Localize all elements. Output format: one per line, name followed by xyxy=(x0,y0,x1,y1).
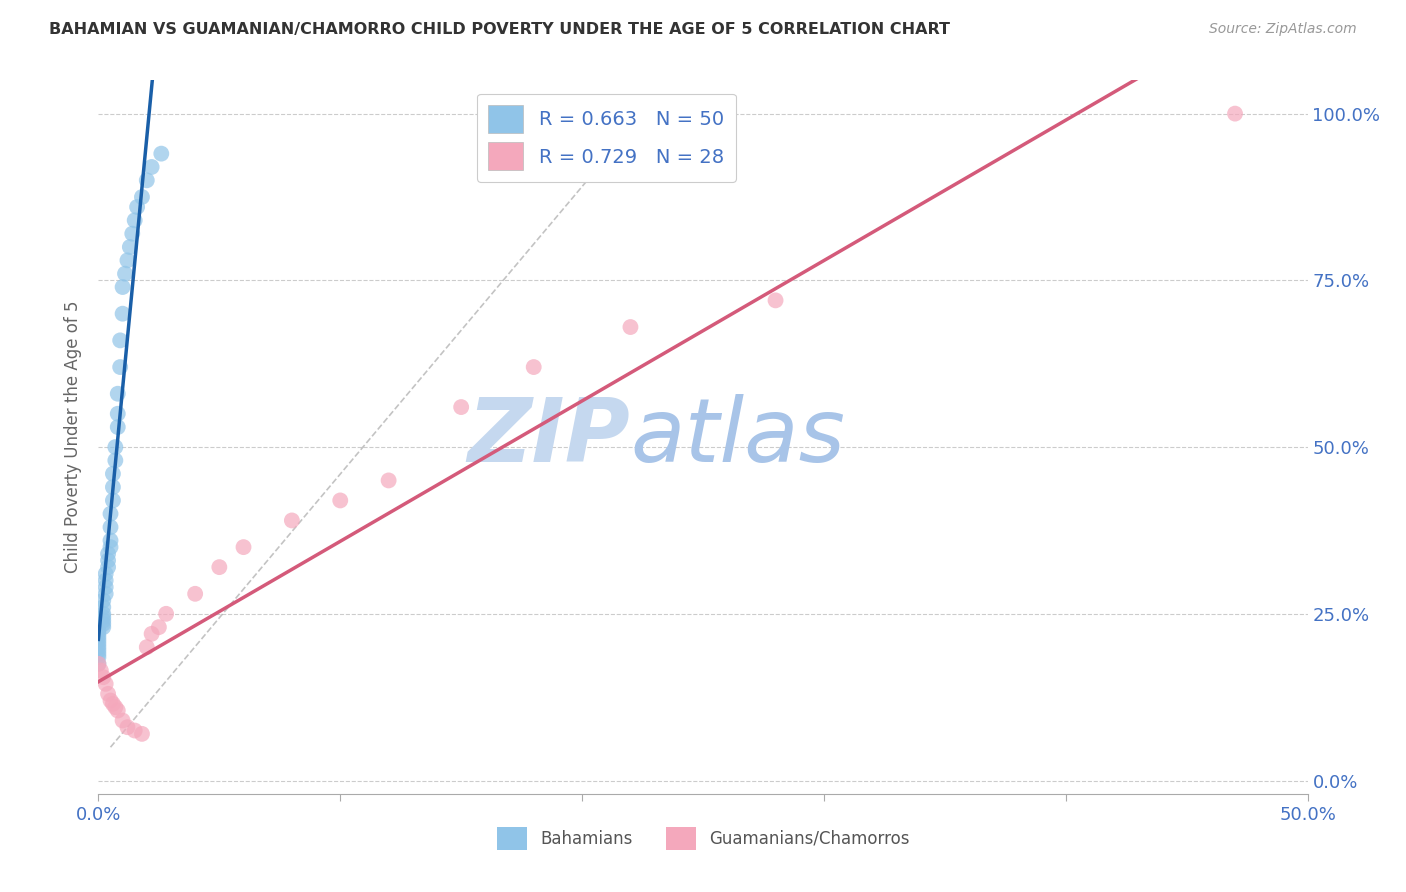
Point xyxy=(90,664,112,678)
Point xyxy=(281,513,304,527)
Point xyxy=(141,627,163,641)
Point xyxy=(100,693,122,707)
Text: ZIP: ZIP xyxy=(468,393,630,481)
Point xyxy=(94,587,117,601)
Point xyxy=(87,627,110,641)
Point xyxy=(117,253,139,268)
Point xyxy=(107,704,129,718)
Point xyxy=(87,637,110,651)
Point xyxy=(100,520,122,534)
Point xyxy=(91,620,114,634)
Text: BAHAMIAN VS GUAMANIAN/CHAMORRO CHILD POVERTY UNDER THE AGE OF 5 CORRELATION CHAR: BAHAMIAN VS GUAMANIAN/CHAMORRO CHILD POV… xyxy=(49,22,950,37)
Point xyxy=(101,697,124,711)
Point xyxy=(97,687,120,701)
Point xyxy=(107,420,129,434)
Point xyxy=(184,587,207,601)
Point xyxy=(87,657,110,671)
Point xyxy=(87,647,110,661)
Point xyxy=(87,640,110,655)
Point xyxy=(111,280,134,294)
Point xyxy=(97,553,120,567)
Point xyxy=(377,474,399,488)
Point xyxy=(1223,106,1246,120)
Point xyxy=(150,146,173,161)
Point xyxy=(127,200,149,214)
Point xyxy=(87,624,110,638)
Point xyxy=(101,467,124,481)
Point xyxy=(135,173,157,187)
Point xyxy=(97,560,120,574)
Point xyxy=(91,607,114,621)
Point xyxy=(232,540,254,554)
Point xyxy=(101,480,124,494)
Point xyxy=(100,533,122,548)
Point xyxy=(131,190,153,204)
Point xyxy=(117,720,139,734)
Point xyxy=(87,630,110,644)
Point xyxy=(94,677,117,691)
Point xyxy=(148,620,170,634)
Point xyxy=(114,267,136,281)
Point xyxy=(97,547,120,561)
Point xyxy=(91,616,114,631)
Point xyxy=(131,727,153,741)
Point xyxy=(91,614,114,628)
Point xyxy=(91,600,114,615)
Legend: Bahamians, Guamanians/Chamorros: Bahamians, Guamanians/Chamorros xyxy=(489,820,917,857)
Point xyxy=(121,227,143,241)
Point xyxy=(87,643,110,657)
Point xyxy=(91,610,114,624)
Point xyxy=(765,293,787,308)
Point xyxy=(108,359,131,374)
Point xyxy=(101,493,124,508)
Point xyxy=(141,160,163,174)
Y-axis label: Child Poverty Under the Age of 5: Child Poverty Under the Age of 5 xyxy=(65,301,83,574)
Point xyxy=(94,574,117,588)
Point xyxy=(91,593,114,607)
Point xyxy=(87,650,110,665)
Text: Source: ZipAtlas.com: Source: ZipAtlas.com xyxy=(1209,22,1357,37)
Point xyxy=(107,407,129,421)
Point xyxy=(108,334,131,348)
Point xyxy=(100,507,122,521)
Point xyxy=(118,240,141,254)
Point xyxy=(87,657,110,671)
Point xyxy=(107,386,129,401)
Point xyxy=(619,320,641,334)
Point xyxy=(91,670,114,684)
Point xyxy=(450,400,472,414)
Point xyxy=(135,640,157,655)
Text: atlas: atlas xyxy=(630,394,845,480)
Point xyxy=(100,540,122,554)
Point xyxy=(104,700,127,714)
Point xyxy=(94,566,117,581)
Point xyxy=(329,493,352,508)
Point xyxy=(124,723,146,738)
Point xyxy=(111,714,134,728)
Point xyxy=(87,633,110,648)
Point xyxy=(104,440,127,454)
Point xyxy=(208,560,231,574)
Point xyxy=(94,580,117,594)
Point xyxy=(124,213,146,227)
Point xyxy=(111,307,134,321)
Point xyxy=(155,607,177,621)
Point xyxy=(104,453,127,467)
Point xyxy=(523,359,546,374)
